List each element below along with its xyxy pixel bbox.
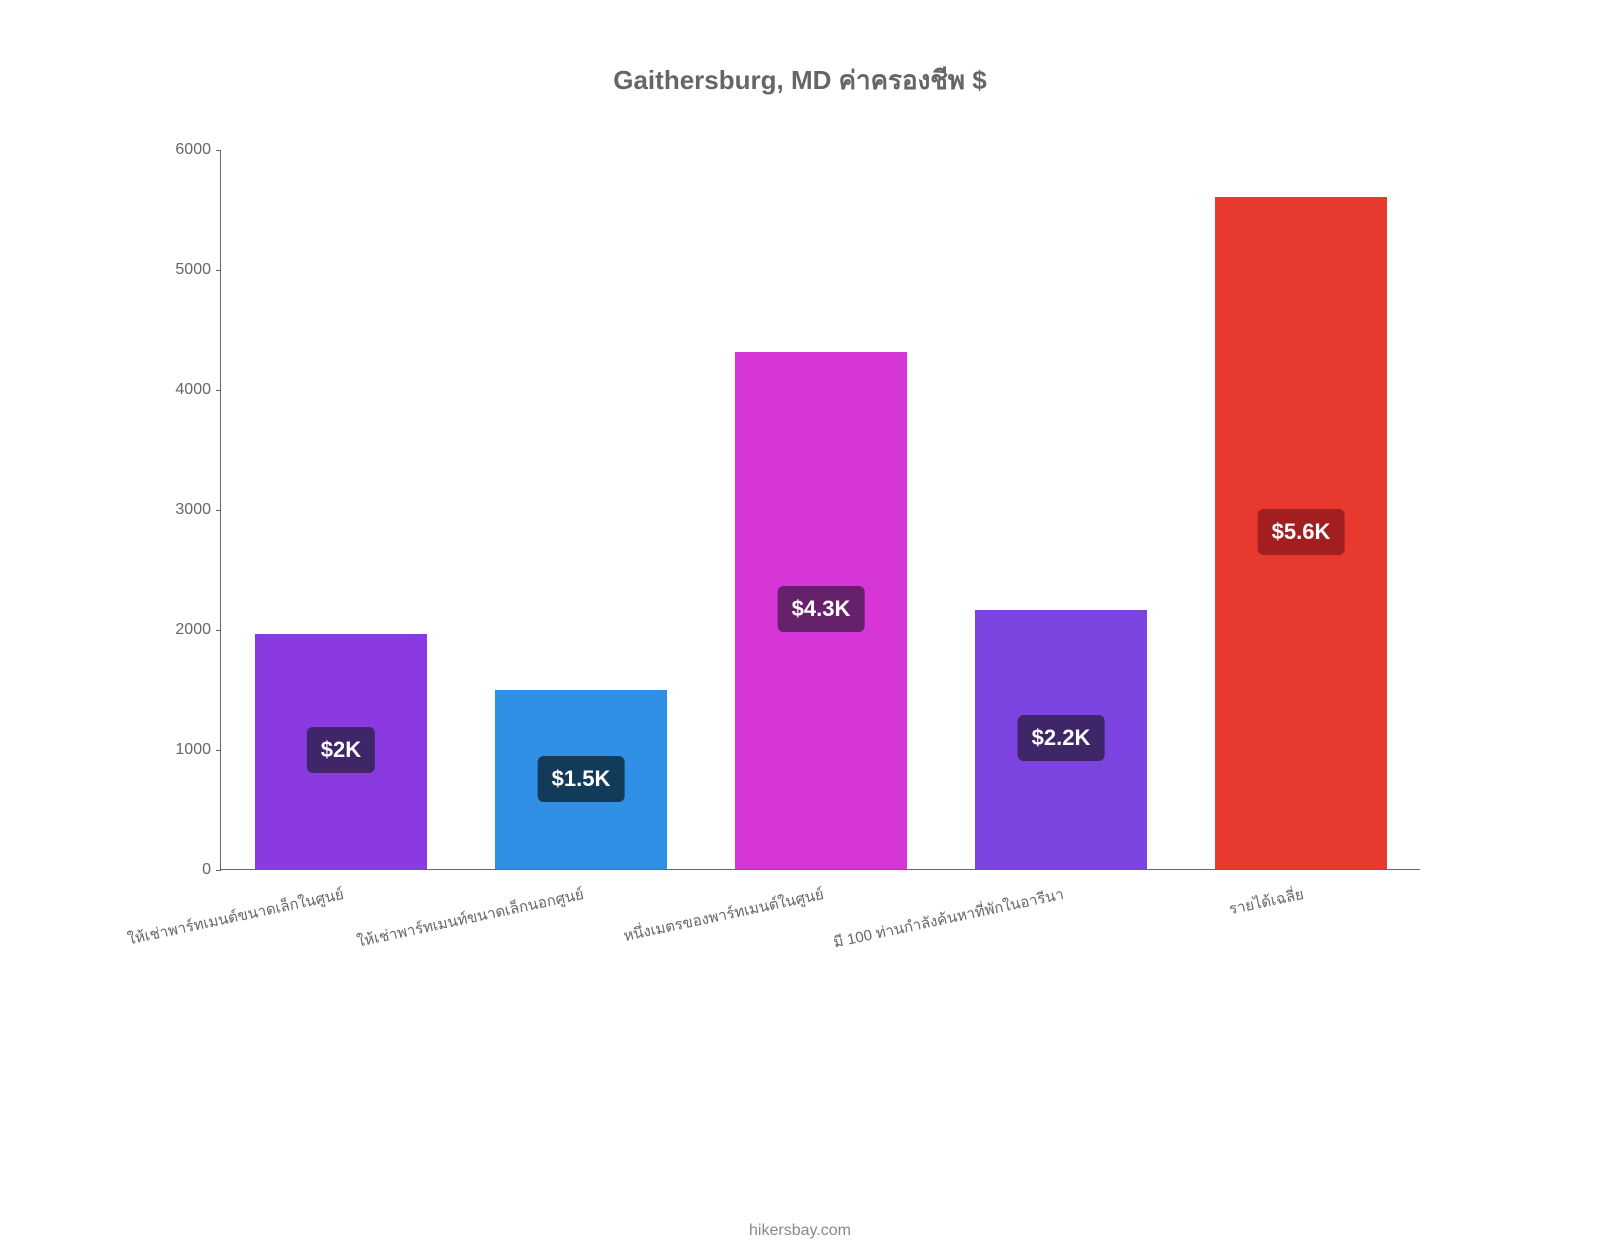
y-tick-mark <box>216 510 221 511</box>
y-tick-label: 5000 <box>171 261 211 279</box>
y-tick-label: 3000 <box>171 501 211 519</box>
bar-value-label: $5.6K <box>1258 509 1345 555</box>
bar: $2.2K <box>975 610 1148 869</box>
y-tick-mark <box>216 390 221 391</box>
y-tick-mark <box>216 270 221 271</box>
bar: $4.3K <box>735 352 908 869</box>
bar-value-label: $1.5K <box>538 756 625 802</box>
chart-container: Gaithersburg, MD ค่าครองชีพ $ 0100020003… <box>160 120 1440 1080</box>
bar-value-label: $2K <box>307 727 375 773</box>
bar: $5.6K <box>1215 197 1388 869</box>
bar-value-label: $2.2K <box>1018 715 1105 761</box>
bar: $2K <box>255 634 428 869</box>
y-tick-label: 1000 <box>171 741 211 759</box>
y-tick-label: 0 <box>171 861 211 879</box>
chart-footer: hikersbay.com <box>160 1222 1440 1240</box>
y-tick-mark <box>216 750 221 751</box>
y-tick-label: 6000 <box>171 141 211 159</box>
chart-title: Gaithersburg, MD ค่าครองชีพ $ <box>160 60 1440 101</box>
y-tick-label: 2000 <box>171 621 211 639</box>
y-tick-mark <box>216 150 221 151</box>
y-tick-label: 4000 <box>171 381 211 399</box>
plot-area: 0100020003000400050006000$2Kให้เช่าพาร์ท… <box>220 150 1420 870</box>
bar-value-label: $4.3K <box>778 586 865 632</box>
y-tick-mark <box>216 630 221 631</box>
bar: $1.5K <box>495 690 668 869</box>
y-tick-mark <box>216 870 221 871</box>
